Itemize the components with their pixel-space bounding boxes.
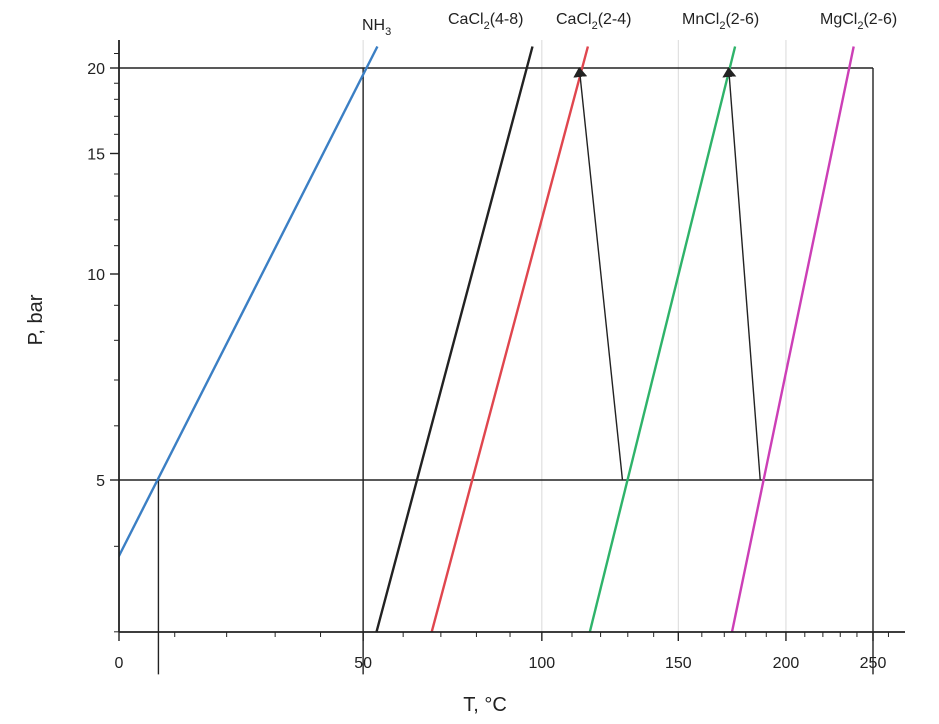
series-line-nh3: [119, 45, 379, 559]
axes: [110, 40, 905, 641]
series-line-cacl2-2-4: [430, 46, 590, 632]
y-tick-label: 15: [87, 146, 105, 163]
arrow: [573, 67, 624, 481]
series-lines: [119, 45, 855, 632]
series-line-cacl2-4-8: [375, 46, 534, 632]
series-label: NH3: [362, 17, 391, 38]
x-tick-label: 200: [773, 655, 800, 672]
y-axis-title: P, bar: [25, 294, 47, 345]
series-label: CaCl2(4-8): [448, 11, 523, 32]
arrow: [722, 67, 761, 481]
series-line-mgcl2-2-6: [730, 46, 855, 632]
arrows: [573, 67, 761, 481]
x-tick-label: 100: [528, 655, 555, 672]
series-labels: NH3 CaCl2(4-8) CaCl2(2-4) MnCl2(2-6) MgCl2(2…: [362, 11, 897, 38]
series-label: CaCl2(2-4): [556, 11, 631, 32]
series-line-mncl2-2-6: [588, 46, 737, 632]
x-tick-label: 150: [665, 655, 692, 672]
x-tick-label: 250: [860, 655, 887, 672]
y-tick-label: 5: [96, 473, 105, 490]
tick-labels: 0 50 100 150 200 250 5 10 15 20: [87, 61, 886, 672]
series-label: MgCl2(2-6): [820, 11, 897, 32]
x-tick-label: 50: [354, 655, 372, 672]
x-axis-title: T, °C: [463, 694, 507, 716]
grid: [362, 40, 787, 632]
reference-lines: [119, 67, 874, 675]
y-tick-label: 20: [87, 61, 105, 78]
series-label: MnCl2(2-6): [682, 11, 759, 32]
y-tick-label: 10: [87, 267, 105, 284]
x-tick-label: 0: [115, 655, 124, 672]
